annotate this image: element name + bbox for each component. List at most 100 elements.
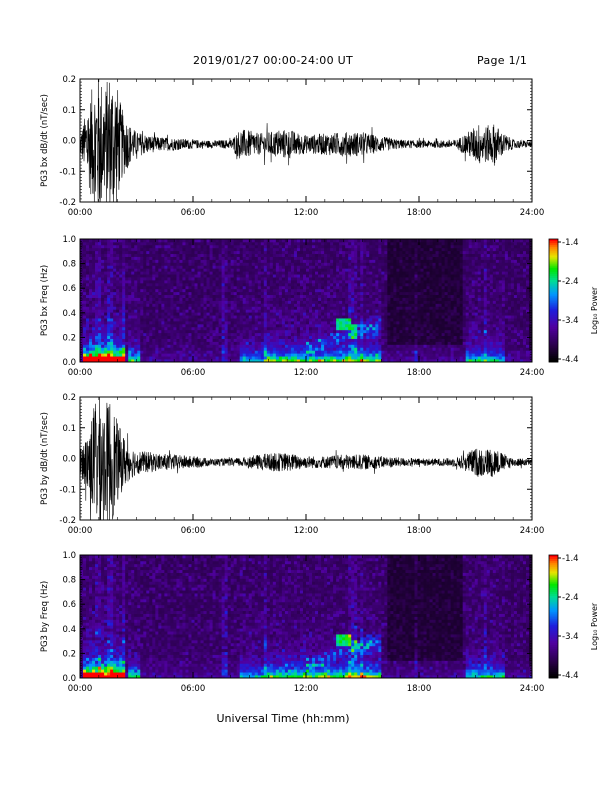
heatmap-cell [281,294,286,298]
heatmap-cell [107,323,111,328]
heatmap-cell [155,288,159,293]
heatmap-cell [155,359,159,363]
heatmap-cell [83,288,87,293]
heatmap-cell [357,250,361,255]
heatmap-cell [128,335,132,339]
heatmap-cell [185,326,189,331]
heatmap-cell [128,359,132,363]
heatmap-cell [309,350,313,354]
heatmap-cell [287,265,292,269]
heatmap-cell [179,353,183,357]
heatmap-cell [200,239,204,243]
heatmap-cell [143,268,147,272]
heatmap-cell [182,332,186,337]
heatmap-cell [302,259,307,263]
heatmap-cell [164,323,168,328]
heatmap-cell [149,294,153,298]
heatmap-cell [293,338,298,342]
heatmap-cell [324,359,328,363]
heatmap-cell [221,347,226,351]
heatmap-cell [80,271,84,275]
heatmap-cell [318,288,322,293]
heatmap-cell [122,359,126,363]
heatmap-cell [287,323,292,328]
heatmap-cell [230,285,235,290]
heatmap-cell [86,303,90,307]
heatmap-cell [155,268,159,272]
heatmap-cell [254,350,259,354]
heatmap-cell [354,294,358,298]
heatmap-cell [387,294,391,298]
heatmap-cell [293,247,298,252]
heatmap-cell [206,300,210,304]
heatmap-cell [170,256,174,260]
heatmap-cell [119,326,123,331]
heatmap-cell [221,344,226,348]
heatmap-cell [263,239,268,243]
heatmap-cell [185,259,189,263]
heatmap-cell [230,294,235,298]
heatmap-cell [134,239,138,243]
heatmap-cell [309,277,313,281]
heatmap-cell [321,250,325,255]
heatmap-cell [348,288,352,293]
heatmap-cell [299,253,304,257]
heatmap-cell [143,341,147,345]
heatmap-cell [80,338,84,342]
heatmap-cell [372,341,376,345]
heatmap-cell [378,338,382,342]
heatmap-cell [345,335,349,339]
heatmap-cell [191,277,195,281]
heatmap-cell [324,315,328,319]
heatmap-cell [182,291,186,296]
heatmap-cell [125,300,129,304]
heatmap-cell [327,271,331,275]
heatmap-cell [251,315,256,319]
heatmap-cell [263,347,268,351]
heatmap-cell [281,353,286,357]
heatmap-cell [372,338,376,342]
heatmap-cell [215,250,220,255]
heatmap-cell [339,294,343,298]
heatmap-cell [339,329,343,334]
heatmap-cell [140,268,144,272]
heatmap-cell [278,338,283,342]
heatmap-cell [152,315,156,319]
heatmap-cell [309,347,313,351]
heatmap-cell [95,291,99,296]
heatmap-cell [182,268,186,272]
heatmap-cell [287,303,292,307]
heatmap-cell [393,323,397,328]
heatmap-cell [278,277,283,281]
heatmap-cell [309,282,313,287]
heatmap-cell [330,321,334,325]
heatmap-cell [269,294,274,298]
heatmap-cell [161,326,165,331]
heatmap-cell [209,265,213,269]
heatmap-cell [309,291,313,296]
heatmap-cell [260,323,265,328]
heatmap-cell [191,291,195,296]
heatmap-cell [423,326,427,331]
heatmap-cell [176,288,180,293]
heatmap-cell [170,359,174,363]
heatmap-cell [354,247,358,252]
heatmap-cell [134,285,138,290]
heatmap-cell [336,253,340,257]
heatmap-cell [321,359,325,363]
heatmap-cell [101,294,105,298]
heatmap-cell [161,239,165,243]
heatmap-cell [390,315,394,319]
heatmap-cell [287,288,292,293]
heatmap-cell [104,256,108,260]
heatmap-cell [381,280,385,284]
heatmap-cell [125,312,129,316]
heatmap-cell [194,303,198,307]
heatmap-cell [89,306,93,310]
heatmap-cell [188,244,192,249]
heatmap-cell [366,285,370,290]
heatmap-cell [131,338,135,342]
heatmap-cell [110,288,114,293]
heatmap-cell [227,271,232,275]
heatmap-cell [393,265,397,269]
